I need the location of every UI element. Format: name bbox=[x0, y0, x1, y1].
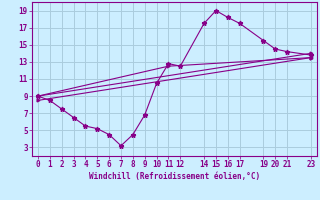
X-axis label: Windchill (Refroidissement éolien,°C): Windchill (Refroidissement éolien,°C) bbox=[89, 172, 260, 181]
